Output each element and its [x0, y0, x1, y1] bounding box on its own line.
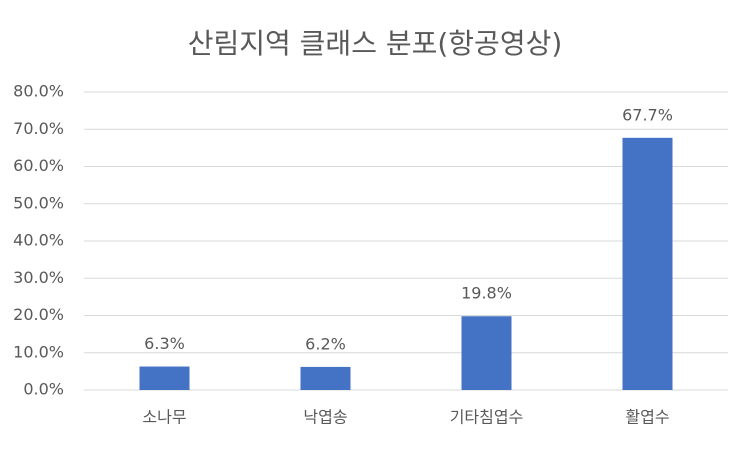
x-tick-label: 소나무 [142, 408, 186, 427]
bar [300, 366, 351, 390]
x-tick-label: 낙엽송 [303, 408, 347, 427]
y-tick-label: 10.0% [13, 342, 64, 361]
y-tick-label: 0.0% [23, 380, 64, 399]
data-label: 6.2% [305, 334, 346, 353]
data-label: 19.8% [461, 284, 512, 303]
chart-title: 산림지역 클래스 분포(항공영상) [188, 27, 563, 60]
y-tick-label: 70.0% [13, 119, 64, 138]
y-tick-label: 20.0% [13, 305, 64, 324]
y-tick-label: 50.0% [13, 193, 64, 212]
bar [139, 366, 190, 390]
y-tick-label: 80.0% [13, 82, 64, 101]
y-tick-label: 60.0% [13, 156, 64, 175]
x-tick-label: 활엽수 [625, 408, 669, 427]
y-tick-label: 30.0% [13, 268, 64, 287]
data-label: 67.7% [622, 105, 673, 124]
x-tick-label: 기타침엽수 [450, 408, 524, 427]
bar [461, 316, 512, 390]
y-tick-label: 40.0% [13, 231, 64, 250]
bar [622, 137, 673, 390]
data-label: 6.3% [144, 334, 185, 353]
